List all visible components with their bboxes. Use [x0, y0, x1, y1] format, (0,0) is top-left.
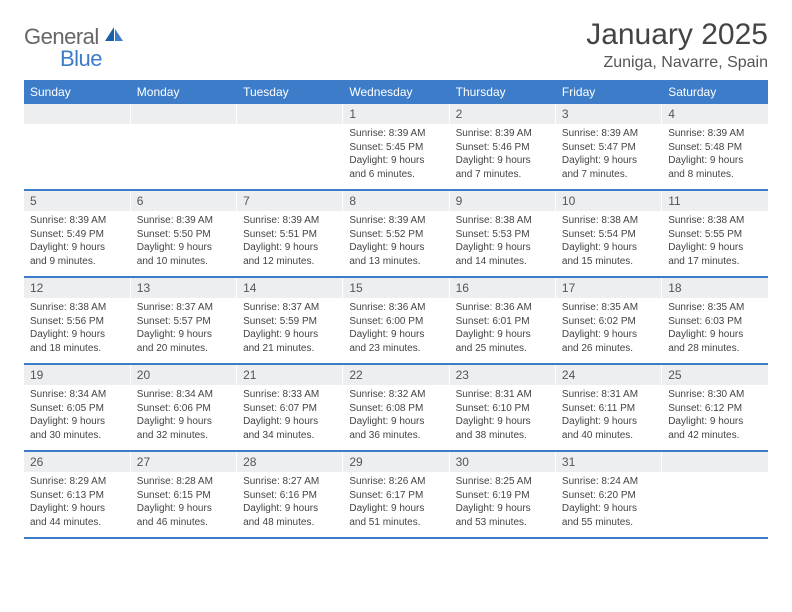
daynum-cell: 21: [237, 365, 343, 385]
day-cell: Sunrise: 8:35 AMSunset: 6:02 PMDaylight:…: [555, 298, 661, 364]
day-cell: Sunrise: 8:26 AMSunset: 6:17 PMDaylight:…: [343, 472, 449, 538]
daynum-cell: 30: [449, 452, 555, 472]
day-cell: Sunrise: 8:27 AMSunset: 6:16 PMDaylight:…: [237, 472, 343, 538]
dow-wednesday: Wednesday: [343, 80, 449, 104]
week-3-daynums: 19 20 21 22 23 24 25: [24, 365, 768, 385]
week-0-data: Sunrise: 8:39 AMSunset: 5:45 PMDaylight:…: [24, 124, 768, 190]
logo-word-2: Blue: [60, 46, 102, 72]
day-cell: Sunrise: 8:39 AMSunset: 5:49 PMDaylight:…: [24, 211, 130, 277]
daynum-cell: 7: [237, 191, 343, 211]
day-cell: [130, 124, 236, 190]
day-cell: Sunrise: 8:28 AMSunset: 6:15 PMDaylight:…: [130, 472, 236, 538]
daynum-cell: 23: [449, 365, 555, 385]
daynum-cell: [662, 452, 768, 472]
daynum-cell: 3: [555, 104, 661, 124]
daynum-cell: 18: [662, 278, 768, 298]
daynum-cell: 9: [449, 191, 555, 211]
daynum-cell: 31: [555, 452, 661, 472]
day-cell: Sunrise: 8:38 AMSunset: 5:56 PMDaylight:…: [24, 298, 130, 364]
week-1-daynums: 5 6 7 8 9 10 11: [24, 191, 768, 211]
calendar-page: General January 2025 Zuniga, Navarre, Sp…: [0, 0, 792, 549]
day-cell: Sunrise: 8:24 AMSunset: 6:20 PMDaylight:…: [555, 472, 661, 538]
daynum-cell: [237, 104, 343, 124]
sail-icon: [103, 26, 125, 49]
daynum-cell: 6: [130, 191, 236, 211]
daynum-cell: 2: [449, 104, 555, 124]
day-cell: Sunrise: 8:39 AMSunset: 5:47 PMDaylight:…: [555, 124, 661, 190]
daynum-cell: [24, 104, 130, 124]
day-cell: Sunrise: 8:38 AMSunset: 5:53 PMDaylight:…: [449, 211, 555, 277]
day-cell: Sunrise: 8:37 AMSunset: 5:59 PMDaylight:…: [237, 298, 343, 364]
day-cell: Sunrise: 8:29 AMSunset: 6:13 PMDaylight:…: [24, 472, 130, 538]
daynum-cell: 19: [24, 365, 130, 385]
day-cell: Sunrise: 8:31 AMSunset: 6:10 PMDaylight:…: [449, 385, 555, 451]
daynum-cell: 26: [24, 452, 130, 472]
day-cell: Sunrise: 8:30 AMSunset: 6:12 PMDaylight:…: [662, 385, 768, 451]
day-cell: Sunrise: 8:34 AMSunset: 6:06 PMDaylight:…: [130, 385, 236, 451]
day-cell: [24, 124, 130, 190]
day-cell: Sunrise: 8:25 AMSunset: 6:19 PMDaylight:…: [449, 472, 555, 538]
daynum-cell: 1: [343, 104, 449, 124]
dow-friday: Friday: [555, 80, 661, 104]
day-cell: Sunrise: 8:39 AMSunset: 5:50 PMDaylight:…: [130, 211, 236, 277]
daynum-cell: 29: [343, 452, 449, 472]
header: General January 2025 Zuniga, Navarre, Sp…: [24, 18, 768, 72]
calendar-table: Sunday Monday Tuesday Wednesday Thursday…: [24, 80, 768, 539]
dow-thursday: Thursday: [449, 80, 555, 104]
daynum-cell: 22: [343, 365, 449, 385]
day-cell: [662, 472, 768, 538]
day-cell: Sunrise: 8:38 AMSunset: 5:55 PMDaylight:…: [662, 211, 768, 277]
daynum-cell: 20: [130, 365, 236, 385]
day-cell: Sunrise: 8:32 AMSunset: 6:08 PMDaylight:…: [343, 385, 449, 451]
week-2-daynums: 12 13 14 15 16 17 18: [24, 278, 768, 298]
week-4-data: Sunrise: 8:29 AMSunset: 6:13 PMDaylight:…: [24, 472, 768, 538]
daynum-cell: 11: [662, 191, 768, 211]
daynum-cell: 10: [555, 191, 661, 211]
day-cell: Sunrise: 8:39 AMSunset: 5:48 PMDaylight:…: [662, 124, 768, 190]
daynum-cell: 14: [237, 278, 343, 298]
day-cell: Sunrise: 8:35 AMSunset: 6:03 PMDaylight:…: [662, 298, 768, 364]
week-2-data: Sunrise: 8:38 AMSunset: 5:56 PMDaylight:…: [24, 298, 768, 364]
daynum-cell: [130, 104, 236, 124]
day-cell: Sunrise: 8:39 AMSunset: 5:52 PMDaylight:…: [343, 211, 449, 277]
month-year-title: January 2025: [586, 18, 768, 52]
daynum-cell: 4: [662, 104, 768, 124]
daynum-cell: 8: [343, 191, 449, 211]
day-cell: [237, 124, 343, 190]
week-3-data: Sunrise: 8:34 AMSunset: 6:05 PMDaylight:…: [24, 385, 768, 451]
daynum-cell: 5: [24, 191, 130, 211]
day-cell: Sunrise: 8:31 AMSunset: 6:11 PMDaylight:…: [555, 385, 661, 451]
location-subtitle: Zuniga, Navarre, Spain: [586, 54, 768, 72]
day-cell: Sunrise: 8:39 AMSunset: 5:45 PMDaylight:…: [343, 124, 449, 190]
daynum-cell: 25: [662, 365, 768, 385]
day-cell: Sunrise: 8:36 AMSunset: 6:01 PMDaylight:…: [449, 298, 555, 364]
day-cell: Sunrise: 8:39 AMSunset: 5:46 PMDaylight:…: [449, 124, 555, 190]
title-block: January 2025 Zuniga, Navarre, Spain: [586, 18, 768, 72]
day-of-week-header-row: Sunday Monday Tuesday Wednesday Thursday…: [24, 80, 768, 104]
week-1-data: Sunrise: 8:39 AMSunset: 5:49 PMDaylight:…: [24, 211, 768, 277]
daynum-cell: 15: [343, 278, 449, 298]
day-cell: Sunrise: 8:36 AMSunset: 6:00 PMDaylight:…: [343, 298, 449, 364]
daynum-cell: 16: [449, 278, 555, 298]
dow-monday: Monday: [130, 80, 236, 104]
week-4-daynums: 26 27 28 29 30 31: [24, 452, 768, 472]
dow-tuesday: Tuesday: [237, 80, 343, 104]
dow-saturday: Saturday: [662, 80, 768, 104]
day-cell: Sunrise: 8:39 AMSunset: 5:51 PMDaylight:…: [237, 211, 343, 277]
daynum-cell: 24: [555, 365, 661, 385]
dow-sunday: Sunday: [24, 80, 130, 104]
daynum-cell: 12: [24, 278, 130, 298]
daynum-cell: 13: [130, 278, 236, 298]
daynum-cell: 27: [130, 452, 236, 472]
day-cell: Sunrise: 8:33 AMSunset: 6:07 PMDaylight:…: [237, 385, 343, 451]
daynum-cell: 28: [237, 452, 343, 472]
daynum-cell: 17: [555, 278, 661, 298]
week-0-daynums: 1 2 3 4: [24, 104, 768, 124]
day-cell: Sunrise: 8:37 AMSunset: 5:57 PMDaylight:…: [130, 298, 236, 364]
day-cell: Sunrise: 8:34 AMSunset: 6:05 PMDaylight:…: [24, 385, 130, 451]
day-cell: Sunrise: 8:38 AMSunset: 5:54 PMDaylight:…: [555, 211, 661, 277]
